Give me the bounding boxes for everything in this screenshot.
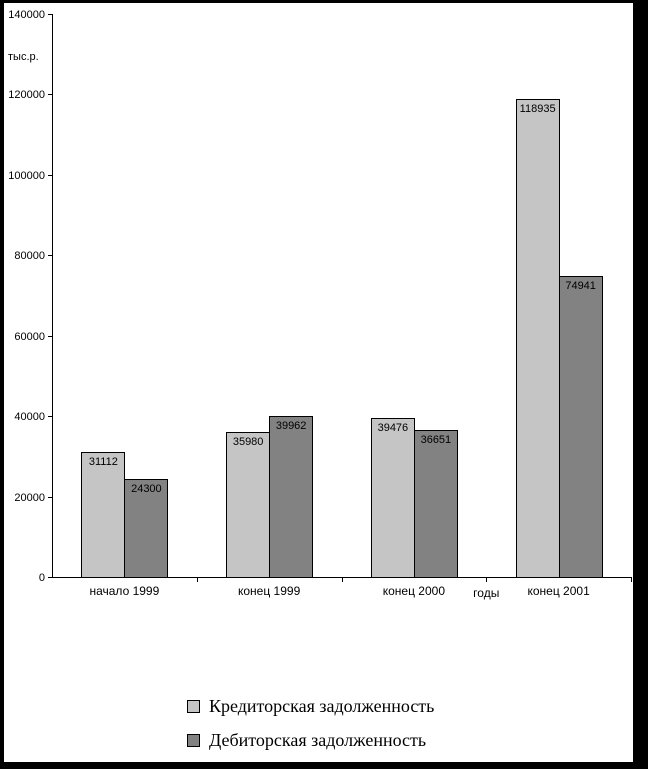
bar-value-label: 118935 <box>519 102 556 115</box>
chart-canvas: тыс.р. 0 20000 40000 60000 80000 100000 120000… <box>4 3 633 762</box>
legend: Кредиторская задолженность Дебиторская за… <box>187 696 434 751</box>
y-tick <box>48 174 52 176</box>
bar-value-label: 36651 <box>420 433 452 446</box>
y-axis-line <box>52 14 53 578</box>
legend-swatch-icon <box>187 700 200 713</box>
x-category-label: конец 2000 <box>382 584 445 598</box>
bar-value-label: 31112 <box>88 455 118 468</box>
x-tick <box>341 578 343 582</box>
legend-swatch-icon <box>187 734 200 747</box>
bar-value-label: 39476 <box>377 422 409 435</box>
bar <box>413 429 458 578</box>
legend-label: Дебиторская задолженность <box>209 730 427 750</box>
y-tick-label: 140000 <box>8 9 45 21</box>
y-tick <box>48 416 52 418</box>
y-tick <box>48 94 52 96</box>
bar <box>370 418 415 578</box>
x-axis-line <box>52 577 632 578</box>
y-tick <box>48 496 52 498</box>
x-tick <box>631 578 632 582</box>
bar-value-label: 24300 <box>131 483 162 496</box>
y-tick-label: 80000 <box>14 250 45 263</box>
y-tick <box>48 577 52 578</box>
legend-item: Кредиторская задолженность <box>187 696 434 717</box>
x-category-label: конец 2001 <box>527 584 590 598</box>
y-tick <box>48 335 52 337</box>
x-tick <box>196 578 198 582</box>
y-tick-label: 20000 <box>14 491 45 504</box>
y-axis-title: тыс.р. <box>8 51 39 63</box>
bar <box>269 416 314 578</box>
legend-label: Кредиторская задолженность <box>209 696 435 716</box>
x-tick <box>486 578 488 582</box>
y-tick <box>48 14 52 15</box>
x-axis-title: годы <box>473 586 500 600</box>
bar <box>81 451 126 578</box>
y-tick-label: 0 <box>38 572 45 584</box>
bar <box>226 432 271 578</box>
bar-value-label: 74941 <box>565 279 596 292</box>
y-tick-label: 40000 <box>14 411 45 424</box>
y-tick-label: 100000 <box>8 169 45 182</box>
x-category-label: конец 1999 <box>237 584 301 598</box>
bar-value-label: 35980 <box>232 436 264 449</box>
bar <box>558 275 603 578</box>
legend-item: Дебиторская задолженность <box>187 730 434 751</box>
bar <box>124 479 169 578</box>
y-tick-label: 120000 <box>8 89 45 102</box>
bar-value-label: 39962 <box>275 420 307 433</box>
x-category-label: начало 1999 <box>89 584 160 598</box>
y-tick-label: 60000 <box>14 330 45 343</box>
y-tick <box>48 255 52 257</box>
bar <box>515 98 560 578</box>
